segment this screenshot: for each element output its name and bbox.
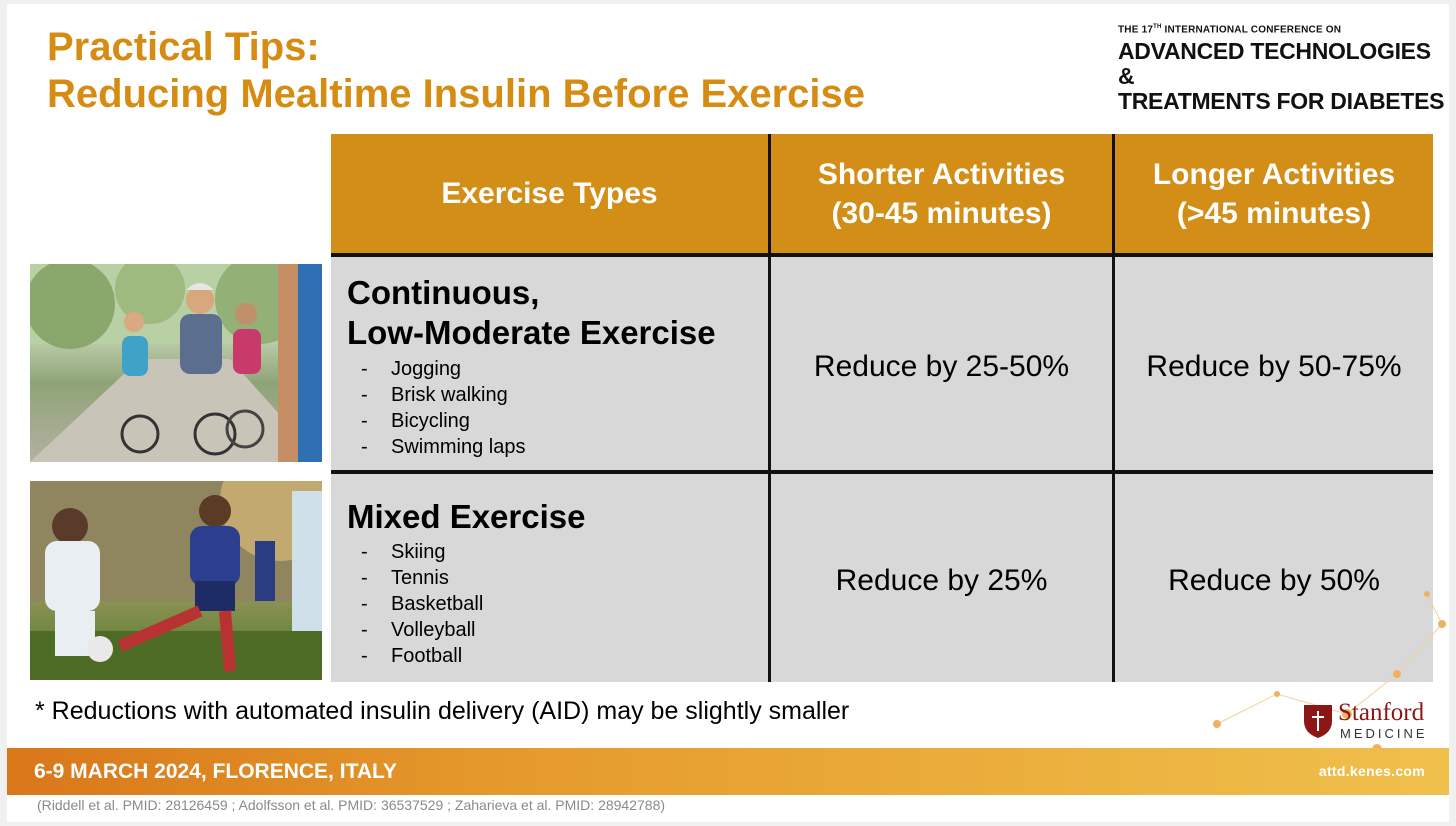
footer-band: 6-9 MARCH 2024, FLORENCE, ITALY attd.ken…	[7, 748, 1449, 795]
exercise-category-title: Continuous, Low-Moderate Exercise	[347, 274, 716, 351]
shorter-reduction-value: Reduce by 25%	[835, 564, 1048, 597]
list-item: - Skiing	[361, 541, 446, 563]
list-item: - Swimming laps	[361, 436, 526, 458]
table-divider	[331, 253, 1433, 257]
slide-title: Practical Tips: Reducing Mealtime Insuli…	[47, 24, 865, 118]
table-divider	[331, 470, 1433, 474]
table-divider	[1112, 134, 1115, 682]
exercise-list: - Skiing - Tennis - Basketball - Volleyball …	[361, 539, 483, 669]
table-row-continuous	[331, 257, 1433, 470]
list-item: - Football	[361, 645, 463, 667]
longer-reduction-value: Reduce by 50-75%	[1146, 350, 1402, 383]
list-item: - Bicycling	[361, 410, 470, 432]
cyclists-photo	[30, 264, 322, 462]
stanford-medicine-logo: Stanford MEDICINE	[1302, 699, 1425, 744]
table-divider	[768, 134, 771, 682]
longer-reduction-value: Reduce by 50%	[1168, 564, 1380, 597]
event-date-location: 6-9 MARCH 2024, FLORENCE, ITALY	[34, 760, 397, 783]
table-row-mixed	[331, 474, 1433, 682]
list-item: - Tennis	[361, 567, 449, 589]
title-line-1: Practical Tips:	[47, 25, 320, 69]
list-item: - Basketball	[361, 593, 484, 615]
stanford-wordmark: Stanford	[1338, 699, 1425, 726]
shorter-reduction-value: Reduce by 25-50%	[813, 350, 1070, 383]
conference-name: ADVANCED TECHNOLOGIES & TREATMENTS FOR D…	[1118, 38, 1445, 115]
stanford-shield-icon	[1304, 705, 1332, 738]
exercise-category-title: Mixed Exercise	[347, 498, 586, 535]
references: (Riddell et al. PMID: 28126459 ; Adolfss…	[37, 797, 666, 813]
title-line-2: Reducing Mealtime Insulin Before Exercis…	[47, 72, 866, 116]
football-photo	[30, 481, 322, 680]
stanford-subtitle: MEDICINE	[1340, 726, 1428, 741]
website-link[interactable]: attd.kenes.com	[1318, 763, 1425, 779]
slide: Practical Tips: Reducing Mealtime Insuli…	[7, 4, 1449, 822]
conference-edition: THE 17TH INTERNATIONAL CONFERENCE ON	[1118, 24, 1342, 36]
header-shorter-activities: Shorter Activities (30-45 minutes)	[771, 134, 1112, 253]
insulin-reduction-table: Exercise Types Shorter Activities (30-45…	[331, 134, 1433, 682]
exercise-list: - Jogging - Brisk walking - Bicycling - Swim…	[361, 356, 525, 460]
header-exercise-types: Exercise Types	[331, 134, 768, 253]
aid-footnote: * Reductions with automated insulin deli…	[35, 697, 850, 725]
list-item: - Jogging	[361, 358, 462, 380]
list-item: - Brisk walking	[361, 384, 508, 406]
list-item: - Volleyball	[361, 619, 476, 641]
header-longer-activities: Longer Activities (>45 minutes)	[1115, 134, 1433, 253]
conference-logo: THE 17TH INTERNATIONAL CONFERENCE ON ADV…	[1118, 24, 1449, 114]
